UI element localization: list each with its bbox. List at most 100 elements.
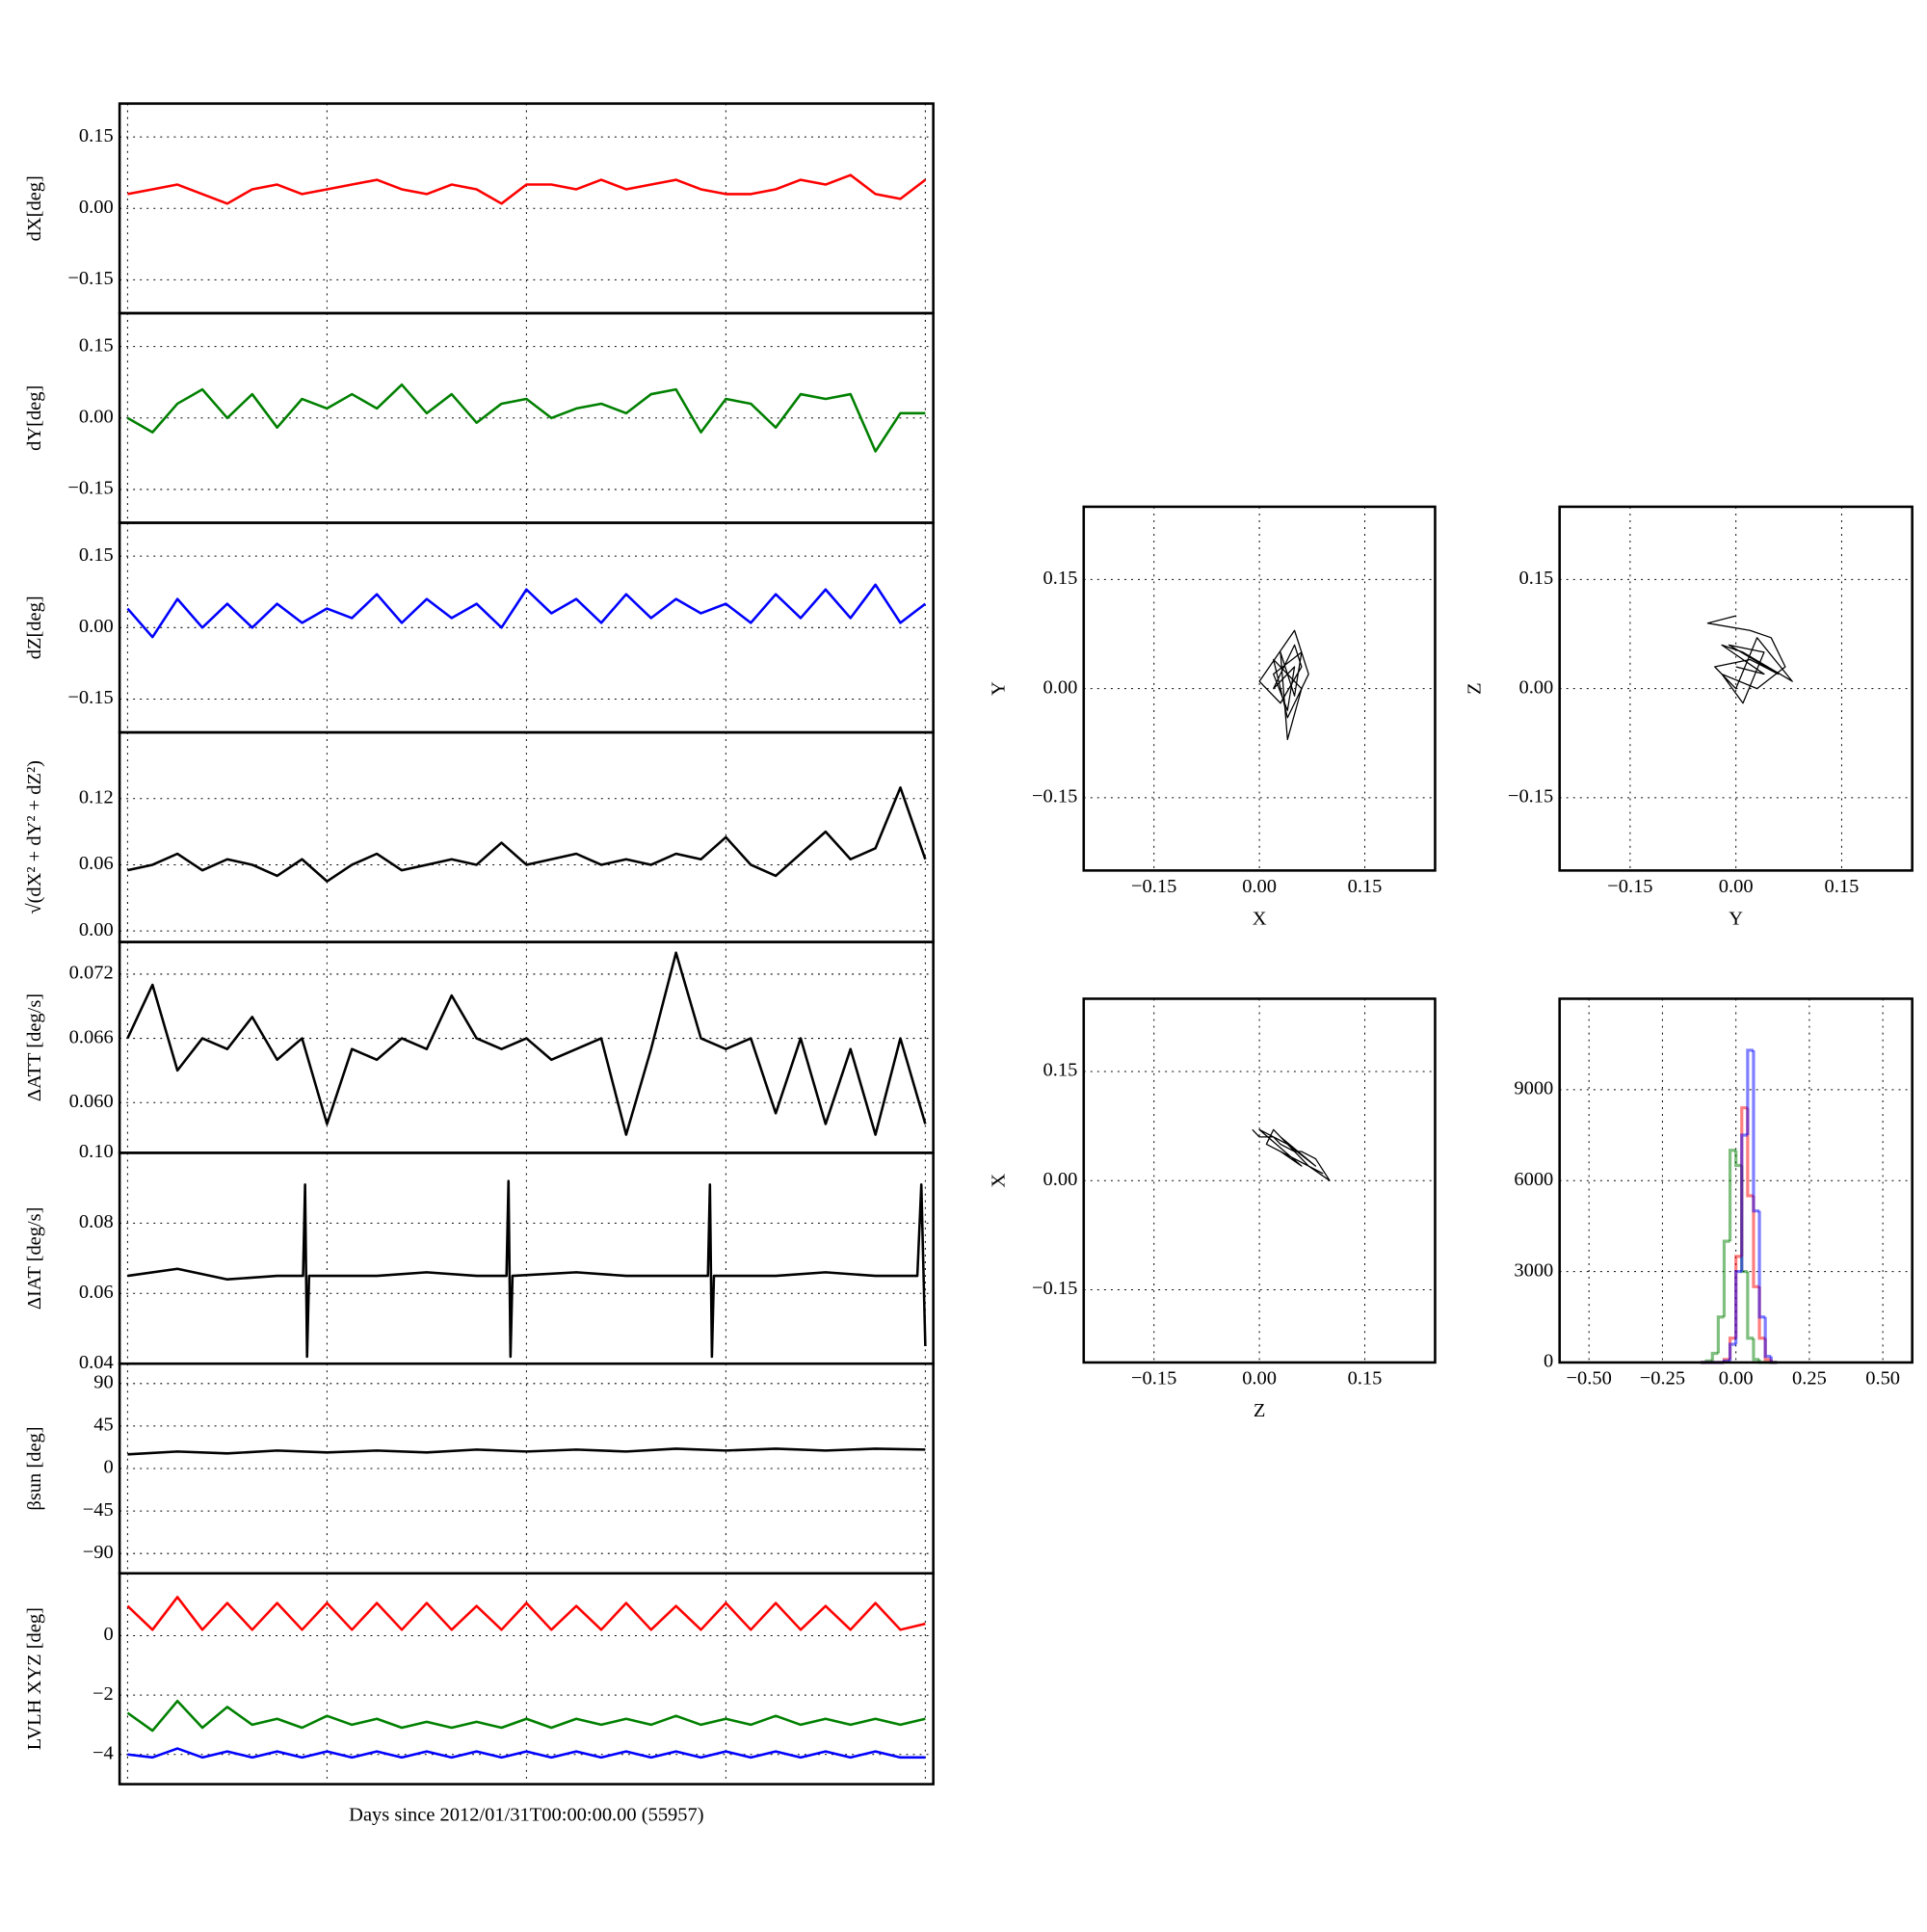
y-tick-label: 0.15 bbox=[79, 334, 114, 356]
y-tick-label: 0.15 bbox=[79, 125, 114, 146]
axes-frame bbox=[1082, 505, 1437, 872]
x-tick-label: 0.25 bbox=[1792, 1368, 1827, 1389]
y-tick-label: 0.00 bbox=[79, 406, 114, 427]
y-axis-label: dZ[deg] bbox=[24, 595, 45, 659]
y-tick-label: 0.15 bbox=[1518, 568, 1553, 589]
y-tick-label: 0.15 bbox=[1043, 1060, 1078, 1081]
x-axis-label: Days since 2012/01/31T00:00:00.00 (55957… bbox=[349, 1805, 703, 1826]
y-axis-label: ΔATT [deg/s] bbox=[24, 993, 45, 1101]
y-tick-label: 0.00 bbox=[1043, 676, 1078, 698]
histogram-step bbox=[1752, 1049, 1760, 1213]
histogram-step bbox=[1746, 1107, 1754, 1198]
y-tick-label: 0 bbox=[1544, 1351, 1553, 1372]
histogram-step bbox=[1740, 1133, 1748, 1272]
y-tick-label: 0.06 bbox=[79, 1282, 114, 1303]
data-line bbox=[126, 951, 927, 1136]
y-tick-label: 0.060 bbox=[69, 1091, 114, 1112]
x-tick-label: −0.25 bbox=[1640, 1368, 1685, 1389]
data-line bbox=[126, 383, 926, 453]
histogram-step bbox=[1752, 1337, 1760, 1362]
y-axis-label: Z bbox=[1464, 682, 1485, 695]
data-line bbox=[127, 173, 927, 205]
x-tick-label: 0.00 bbox=[1719, 876, 1754, 897]
y-axis-label: Y bbox=[988, 681, 1009, 696]
histogram-step bbox=[1716, 1315, 1725, 1354]
histogram-step bbox=[1746, 1271, 1754, 1340]
x-tick-label: −0.15 bbox=[1131, 876, 1176, 897]
axes-frame bbox=[1558, 505, 1914, 872]
axes-frame bbox=[118, 1572, 935, 1786]
y-tick-label: 0.072 bbox=[69, 963, 114, 984]
y-tick-label: −0.15 bbox=[1508, 786, 1553, 807]
histogram-step bbox=[1734, 1150, 1742, 1168]
y-tick-label: 90 bbox=[93, 1372, 113, 1393]
x-axis-label: Z bbox=[1254, 1400, 1266, 1421]
y-tick-label: −90 bbox=[83, 1542, 114, 1563]
y-tick-label: 0.10 bbox=[79, 1141, 114, 1162]
x-tick-label: 0.15 bbox=[1825, 876, 1860, 897]
histogram-step bbox=[1710, 1351, 1719, 1362]
x-tick-label: −0.15 bbox=[1607, 876, 1652, 897]
data-line bbox=[126, 1596, 926, 1631]
y-tick-label: 0.15 bbox=[79, 544, 114, 566]
x-tick-label: 0.00 bbox=[1242, 876, 1277, 897]
y-tick-label: −0.15 bbox=[67, 687, 113, 708]
data-line bbox=[1252, 1128, 1331, 1181]
histogram-step bbox=[1728, 1149, 1736, 1242]
y-tick-label: −45 bbox=[83, 1499, 114, 1521]
x-axis-label: Y bbox=[1729, 908, 1743, 929]
y-axis-label: X bbox=[988, 1174, 1009, 1188]
y-axis-label: √(dX² + dY² + dZ²) bbox=[24, 760, 45, 914]
y-tick-label: 0 bbox=[103, 1624, 113, 1645]
x-tick-label: −0.15 bbox=[1131, 1368, 1176, 1389]
data-line bbox=[127, 786, 927, 883]
y-axis-label: dX[deg] bbox=[24, 175, 45, 241]
y-tick-label: −2 bbox=[92, 1683, 114, 1705]
data-line bbox=[126, 1699, 926, 1733]
y-tick-label: 6000 bbox=[1514, 1169, 1553, 1190]
x-tick-label: 0.00 bbox=[1242, 1368, 1277, 1389]
y-tick-label: 3000 bbox=[1514, 1259, 1553, 1281]
y-tick-label: 45 bbox=[93, 1415, 113, 1436]
axes-frame bbox=[1558, 997, 1914, 1364]
y-tick-label: 0.00 bbox=[79, 197, 114, 218]
y-tick-label: −0.15 bbox=[1032, 1278, 1077, 1299]
y-tick-label: 0.066 bbox=[69, 1026, 114, 1047]
y-tick-label: 0.08 bbox=[79, 1211, 114, 1232]
data-line bbox=[126, 583, 927, 639]
histogram-step bbox=[1734, 1269, 1742, 1345]
histogram-step bbox=[1763, 1316, 1772, 1359]
axes-frame bbox=[1082, 997, 1437, 1364]
y-tick-label: 0.00 bbox=[1518, 676, 1553, 698]
data-line bbox=[1258, 629, 1309, 741]
y-tick-label: 0 bbox=[103, 1457, 113, 1478]
histogram-step bbox=[1752, 1195, 1760, 1288]
y-tick-label: −0.15 bbox=[1032, 786, 1077, 807]
histogram-step bbox=[1757, 1210, 1766, 1319]
y-tick-label: 0.04 bbox=[79, 1352, 114, 1373]
x-tick-label: 0.00 bbox=[1719, 1368, 1754, 1389]
x-tick-label: −0.50 bbox=[1566, 1368, 1611, 1389]
histogram-step bbox=[1746, 1048, 1754, 1136]
y-axis-label: βsun [deg] bbox=[24, 1426, 45, 1510]
y-tick-label: 0.00 bbox=[1043, 1169, 1078, 1190]
histogram-step bbox=[1722, 1239, 1730, 1317]
y-tick-label: 9000 bbox=[1514, 1078, 1553, 1099]
y-tick-label: 0.12 bbox=[79, 786, 114, 807]
y-tick-label: −0.15 bbox=[67, 268, 113, 289]
y-tick-label: −0.15 bbox=[67, 478, 113, 499]
y-tick-label: 0.00 bbox=[79, 919, 114, 940]
y-tick-label: −4 bbox=[92, 1742, 114, 1763]
y-axis-label: ΔIAT [deg/s] bbox=[24, 1207, 45, 1310]
x-tick-label: 0.50 bbox=[1865, 1368, 1900, 1389]
y-tick-label: 0.00 bbox=[79, 616, 114, 637]
x-axis-label: X bbox=[1253, 908, 1267, 929]
y-axis-label: dY[deg] bbox=[24, 385, 45, 451]
y-tick-label: 0.06 bbox=[79, 853, 114, 874]
x-tick-label: 0.15 bbox=[1348, 876, 1383, 897]
x-tick-label: 0.15 bbox=[1348, 1368, 1383, 1389]
data-line bbox=[127, 1747, 926, 1760]
y-axis-label: LVLH XYZ [deg] bbox=[24, 1607, 45, 1750]
data-line bbox=[1706, 615, 1793, 704]
